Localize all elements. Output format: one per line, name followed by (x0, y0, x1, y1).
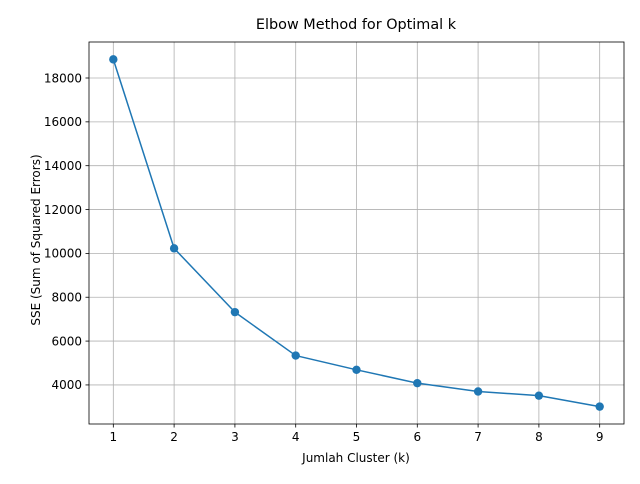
data-point (169, 244, 179, 253)
data-point (352, 365, 361, 375)
data-point (230, 307, 240, 317)
y-axis: 4000 6000 8000 10000 12000 14000 16000 18000 (44, 71, 89, 392)
x-tick-label: 1 (109, 430, 117, 444)
grid (89, 42, 624, 424)
x-tick-label: 5 (353, 430, 361, 444)
x-tick-label: 6 (413, 430, 421, 444)
series (109, 55, 604, 411)
y-tick-label: 6000 (51, 334, 82, 348)
y-tick-label: 8000 (51, 291, 82, 305)
x-tick-label: 9 (596, 430, 604, 444)
y-tick-label: 16000 (44, 115, 82, 129)
chart-title: Elbow Method for Optimal k (256, 17, 457, 33)
x-axis: 1 2 3 4 5 6 7 8 9 (109, 424, 604, 444)
y-tick-label: 10000 (44, 247, 82, 261)
x-tick-label: 4 (292, 430, 300, 444)
y-tick-label: 18000 (44, 71, 82, 85)
x-tick-label: 7 (474, 430, 482, 444)
y-tick-label: 14000 (44, 159, 82, 173)
x-tick-label: 8 (535, 430, 543, 444)
y-axis-label: SSE (Sum of Squared Errors) (29, 154, 43, 325)
y-tick-label: 12000 (44, 203, 82, 217)
x-tick-label: 2 (170, 430, 178, 444)
data-point (595, 402, 604, 411)
data-point (291, 351, 300, 360)
x-tick-label: 3 (231, 430, 239, 444)
data-point (473, 387, 483, 396)
y-tick-label: 4000 (51, 378, 82, 392)
data-point (413, 378, 422, 388)
x-axis-label: Jumlah Cluster (k) (301, 451, 410, 465)
data-point (534, 391, 544, 400)
data-point (109, 55, 118, 64)
